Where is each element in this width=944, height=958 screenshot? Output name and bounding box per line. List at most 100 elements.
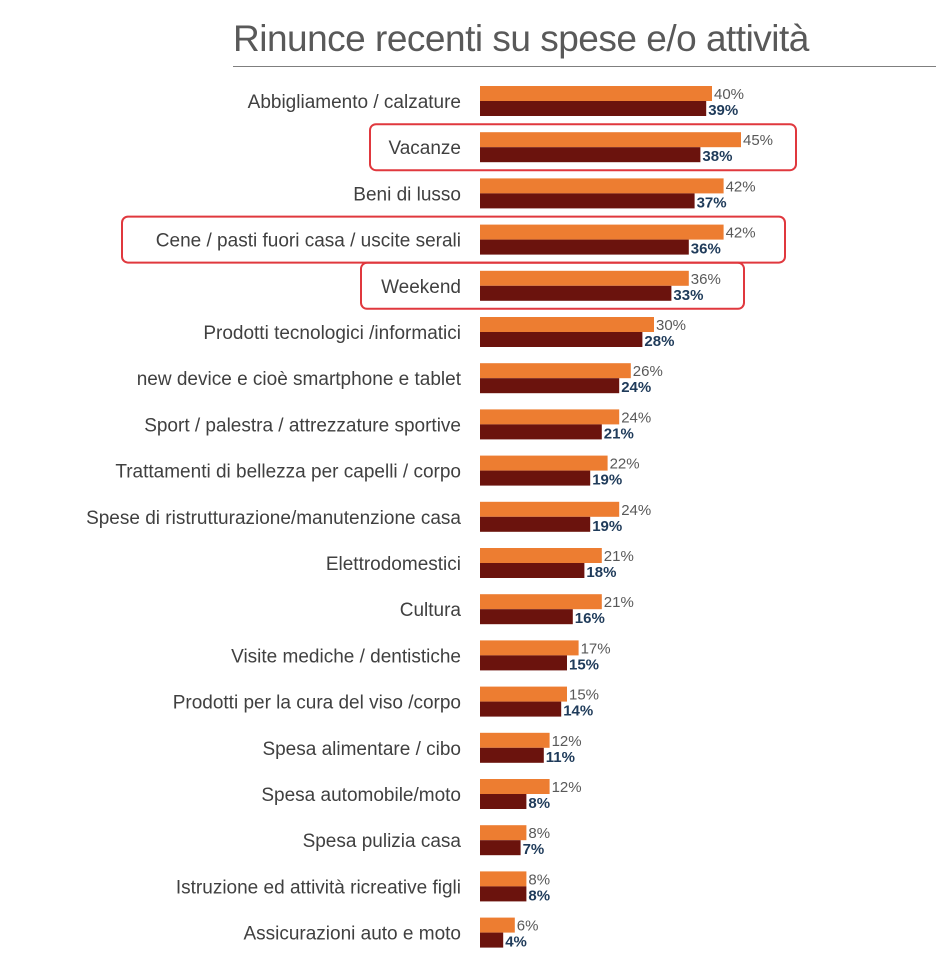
bar-series-2 bbox=[480, 794, 527, 809]
category-label: new device e cioè smartphone e tablet bbox=[137, 369, 462, 390]
bar-series-2 bbox=[480, 285, 672, 301]
bar-series-2 bbox=[480, 840, 521, 856]
data-label-series-2: 19% bbox=[592, 472, 622, 489]
bar-series-1 bbox=[480, 686, 567, 702]
data-label-series-2: 7% bbox=[523, 841, 545, 858]
data-label-series-1: 45% bbox=[743, 132, 773, 149]
data-label-series-2: 39% bbox=[708, 102, 738, 119]
data-label-series-2: 4% bbox=[505, 934, 527, 951]
bar-series-2 bbox=[480, 101, 707, 116]
data-label-series-2: 33% bbox=[673, 287, 703, 304]
data-label-series-1: 36% bbox=[691, 271, 721, 288]
data-label-series-1: 8% bbox=[528, 871, 550, 888]
bar-series-1 bbox=[480, 640, 579, 656]
data-label-series-2: 18% bbox=[586, 564, 616, 581]
data-label-series-2: 8% bbox=[528, 795, 550, 812]
data-label-series-1: 22% bbox=[610, 456, 640, 473]
bar-series-2 bbox=[480, 378, 620, 394]
data-label-series-2: 28% bbox=[644, 333, 674, 350]
category-label: Beni di lusso bbox=[353, 184, 461, 205]
data-label-series-1: 21% bbox=[604, 548, 634, 565]
data-label-series-1: 24% bbox=[621, 409, 651, 426]
data-label-series-2: 21% bbox=[604, 425, 634, 442]
category-label: Visite mediche / dentistiche bbox=[231, 646, 461, 667]
data-label-series-1: 12% bbox=[552, 779, 582, 796]
data-label-series-2: 38% bbox=[702, 148, 732, 165]
bar-series-1 bbox=[480, 548, 602, 563]
highlight-box bbox=[369, 123, 797, 172]
bar-series-1 bbox=[480, 501, 620, 517]
data-label-series-2: 14% bbox=[563, 703, 593, 720]
data-label-series-1: 24% bbox=[621, 502, 651, 519]
bar-series-1 bbox=[480, 86, 712, 101]
data-label-series-1: 40% bbox=[714, 86, 744, 103]
category-label: Cultura bbox=[400, 600, 462, 621]
category-label: Vacanze bbox=[388, 138, 461, 159]
bar-series-1 bbox=[480, 455, 608, 471]
category-label: Abbigliamento / calzature bbox=[248, 92, 461, 113]
bar-series-2 bbox=[480, 516, 591, 532]
bar-series-1 bbox=[480, 917, 515, 933]
category-label: Elettrodomestici bbox=[326, 554, 461, 575]
data-label-series-1: 12% bbox=[552, 733, 582, 750]
data-label-series-1: 17% bbox=[581, 640, 611, 657]
data-label-series-1: 42% bbox=[726, 225, 756, 242]
bar-series-2 bbox=[480, 609, 573, 625]
bar-series-2 bbox=[480, 886, 527, 902]
bar-series-1 bbox=[480, 409, 620, 425]
category-label: Sport / palestra / attrezzature sportive bbox=[144, 415, 461, 436]
bar-series-2 bbox=[480, 193, 695, 209]
title-underline bbox=[233, 66, 936, 67]
category-label: Spesa alimentare / cibo bbox=[262, 739, 461, 760]
category-label: Spesa pulizia casa bbox=[303, 831, 462, 852]
bar-series-1 bbox=[480, 363, 631, 379]
data-label-series-2: 37% bbox=[697, 194, 727, 211]
bar-series-2 bbox=[480, 239, 689, 255]
bar-series-2 bbox=[480, 424, 602, 440]
data-label-series-1: 8% bbox=[528, 825, 550, 842]
bar-series-2 bbox=[480, 332, 643, 347]
bar-series-2 bbox=[480, 932, 504, 948]
bar-series-1 bbox=[480, 270, 689, 286]
data-label-series-2: 15% bbox=[569, 656, 599, 673]
category-label: Istruzione ed attività ricreative figli bbox=[176, 877, 461, 898]
data-label-series-1: 21% bbox=[604, 594, 634, 611]
bar-series-2 bbox=[480, 747, 544, 763]
category-label: Trattamenti di bellezza per capelli / co… bbox=[115, 462, 461, 483]
data-label-series-1: 6% bbox=[517, 918, 539, 935]
bar-series-2 bbox=[480, 470, 591, 486]
data-label-series-1: 30% bbox=[656, 317, 686, 334]
highlight-box bbox=[360, 261, 745, 310]
category-label: Prodotti tecnologici /informatici bbox=[203, 323, 461, 344]
data-label-series-1: 15% bbox=[569, 687, 599, 704]
bar-series-2 bbox=[480, 655, 567, 671]
bar-series-1 bbox=[480, 132, 741, 148]
data-label-series-2: 19% bbox=[592, 518, 622, 535]
bar-series-1 bbox=[480, 871, 527, 887]
data-label-series-2: 16% bbox=[575, 610, 605, 627]
data-label-series-2: 11% bbox=[546, 749, 575, 766]
bar-series-1 bbox=[480, 732, 550, 748]
bar-series-1 bbox=[480, 224, 724, 240]
data-label-series-1: 42% bbox=[726, 178, 756, 195]
bar-series-1 bbox=[480, 825, 527, 841]
bar-series-1 bbox=[480, 178, 724, 194]
category-label: Weekend bbox=[381, 277, 461, 298]
data-label-series-1: 26% bbox=[633, 363, 663, 380]
bar-series-2 bbox=[480, 701, 562, 717]
bar-series-2 bbox=[480, 563, 585, 578]
bar-series-2 bbox=[480, 147, 701, 163]
bar-series-1 bbox=[480, 779, 550, 794]
chart-title: Rinunce recenti su spese e/o attività bbox=[233, 18, 809, 59]
category-label: Spese di ristrutturazione/manutenzione c… bbox=[86, 508, 461, 529]
bar-series-1 bbox=[480, 594, 602, 610]
data-label-series-2: 8% bbox=[528, 887, 550, 904]
category-label: Cene / pasti fuori casa / uscite serali bbox=[156, 231, 461, 252]
category-label: Prodotti per la cura del viso /corpo bbox=[173, 693, 461, 714]
data-label-series-2: 24% bbox=[621, 379, 651, 396]
category-label: Assicurazioni auto e moto bbox=[243, 924, 461, 945]
data-label-series-2: 36% bbox=[691, 241, 721, 258]
bar-series-1 bbox=[480, 317, 654, 332]
category-label: Spesa automobile/moto bbox=[261, 785, 461, 806]
